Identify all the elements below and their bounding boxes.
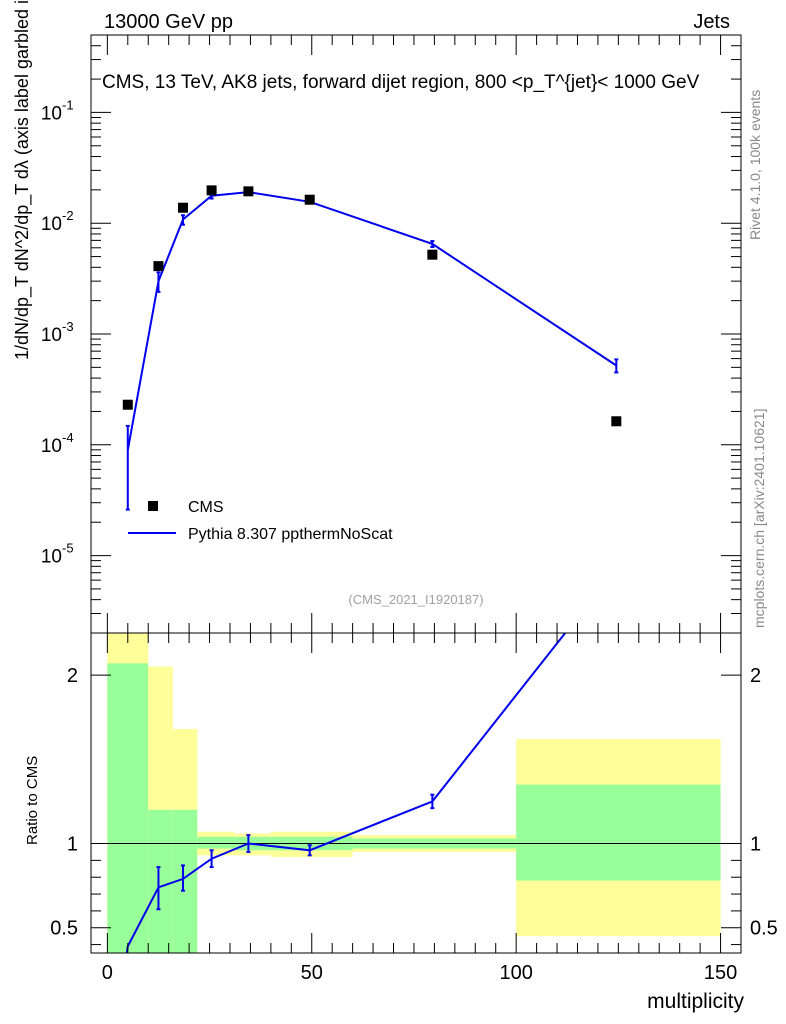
x-axis-label: multiplicity (647, 990, 744, 1013)
cms-data-series (122, 185, 622, 427)
x-tick-label: 0 (102, 962, 113, 984)
main-y-tick-label: 10 (41, 547, 62, 568)
ratio-axis-ticks (91, 633, 741, 953)
main-y-tick-label: 10 (41, 325, 62, 346)
main-y-tick-label-exponent: -5 (62, 541, 74, 556)
x-tick-label: 50 (301, 962, 323, 984)
side-rivet-version: Rivet 4.1.0, 100k events (747, 90, 763, 240)
main-panel-frame (90, 34, 742, 634)
main-y-tick-label: 10 (41, 436, 62, 457)
ratio-band-inner (516, 784, 721, 881)
main-title: CMS, 13 TeV, AK8 jets, forward dijet reg… (102, 72, 700, 93)
ratio-y-tick-labels: 0.5 0.5 1 1 2 2 (50, 665, 778, 940)
main-y-tick-label: 10 (41, 103, 62, 124)
header-right: Jets (693, 11, 730, 33)
mc-line (126, 191, 617, 451)
ratio-band-inner (197, 836, 235, 849)
cms-data-point (206, 185, 217, 196)
ratio-y-tick-label: 1 (67, 834, 78, 856)
x-tick-label: 150 (704, 962, 737, 984)
main-y-tick-label-exponent: -4 (62, 430, 74, 445)
cms-data-point (304, 194, 315, 205)
header-left: 13000 GeV pp (104, 11, 233, 33)
cms-data-point (177, 202, 188, 213)
ratio-y-tick-label: 2 (67, 665, 78, 687)
cms-data-point (611, 416, 622, 427)
ratio-y-tick-label: 0.5 (50, 918, 78, 940)
cms-data-point (122, 399, 133, 410)
main-axis-ticks (91, 34, 741, 634)
legend-mc-label: Pythia 8.307 ppthermNoScat (188, 526, 393, 543)
watermark-analysis: (CMS_2021_I1920187) (348, 592, 483, 607)
cms-data-point (153, 261, 164, 272)
main-y-tick-label: 10 (41, 214, 62, 235)
ratio-y-tick-label-right: 1 (750, 834, 761, 856)
ratio-panel-frame (90, 632, 742, 954)
x-tick-label: 100 (499, 962, 532, 984)
cms-data-point (427, 249, 438, 260)
ratio-y-tick-label-right: 0.5 (750, 918, 778, 940)
legend-cms-marker (148, 501, 158, 511)
main-y-tick-label-exponent: -1 (62, 97, 74, 112)
legend: CMS Pythia 8.307 ppthermNoScat (128, 499, 393, 543)
ratio-y-axis-label: Ratio to CMS (24, 756, 41, 845)
side-mcplots: mcplots.cern.ch [arXiv:2401.10621] (751, 409, 767, 628)
mc-series (125, 189, 619, 511)
ratio-x-tick-labels: 0 50 100 150 (102, 962, 737, 984)
ratio-uncertainty-bands (107, 633, 721, 953)
main-y-axis-label: 1/dN/dp_T dN^2/dp_T dλ (axis label garbl… (12, 0, 33, 360)
ratio-band-inner (148, 809, 173, 953)
cms-data-point (243, 186, 254, 197)
main-y-tick-label-exponent: -2 (62, 208, 74, 223)
main-y-tick-labels: 10-510-410-310-210-1 (41, 97, 74, 567)
ratio-band-inner (107, 663, 149, 953)
ratio-mc-series (125, 633, 566, 953)
legend-cms-label: CMS (188, 499, 224, 516)
ratio-y-tick-label-right: 2 (750, 665, 761, 687)
main-y-tick-label-exponent: -3 (62, 319, 74, 334)
